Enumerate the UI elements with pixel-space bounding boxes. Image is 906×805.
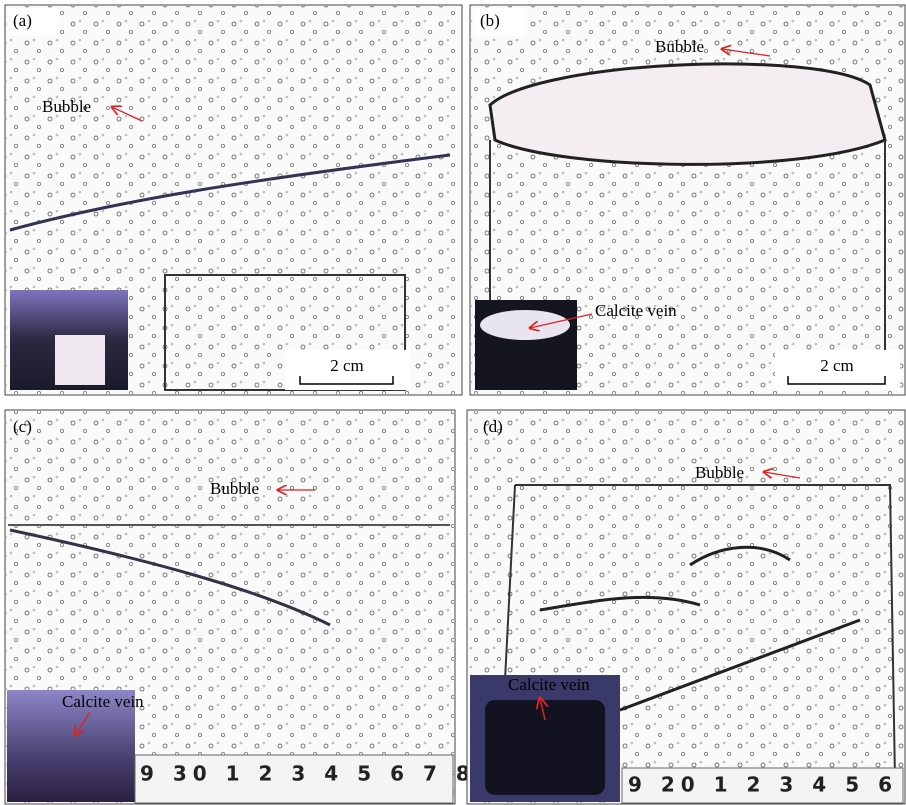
figure: (a) Bubble 2 cm (b) Bubble Calcite vein …: [0, 0, 906, 805]
inset-top: [480, 310, 570, 340]
panel-label: (c): [13, 417, 32, 436]
annotation: Bubble: [210, 479, 259, 498]
panel-d: 9 20 1 2 3 4 5 6 7 8 (d) Bubble Calcite …: [467, 410, 906, 804]
scale-bar-label: 2 cm: [820, 356, 854, 375]
panel-label: (d): [483, 417, 503, 436]
ruler-digits: 9 30 1 2 3 4 5 6 7 8 9: [140, 762, 509, 786]
annotation: Bubble: [655, 37, 704, 56]
annotation: Bubble: [695, 463, 744, 482]
annotation: Calcite vein: [508, 675, 590, 694]
scale-bar-label: 2 cm: [330, 356, 364, 375]
panel-label: (a): [13, 11, 32, 30]
annotation: Calcite vein: [595, 301, 677, 320]
panel-c: 9 30 1 2 3 4 5 6 7 8 9 (c) Bubble Calcit…: [5, 410, 509, 804]
annotation: Calcite vein: [62, 692, 144, 711]
panel-b: (b) Bubble Calcite vein 2 cm: [470, 5, 905, 395]
inset-core: [485, 700, 605, 795]
panel-a: (a) Bubble 2 cm: [5, 5, 462, 395]
ruler-digits: 9 20 1 2 3 4 5 6 7 8: [628, 773, 906, 797]
inset-label: [55, 335, 105, 385]
panel-label: (b): [480, 11, 500, 30]
annotation: Bubble: [42, 97, 91, 116]
